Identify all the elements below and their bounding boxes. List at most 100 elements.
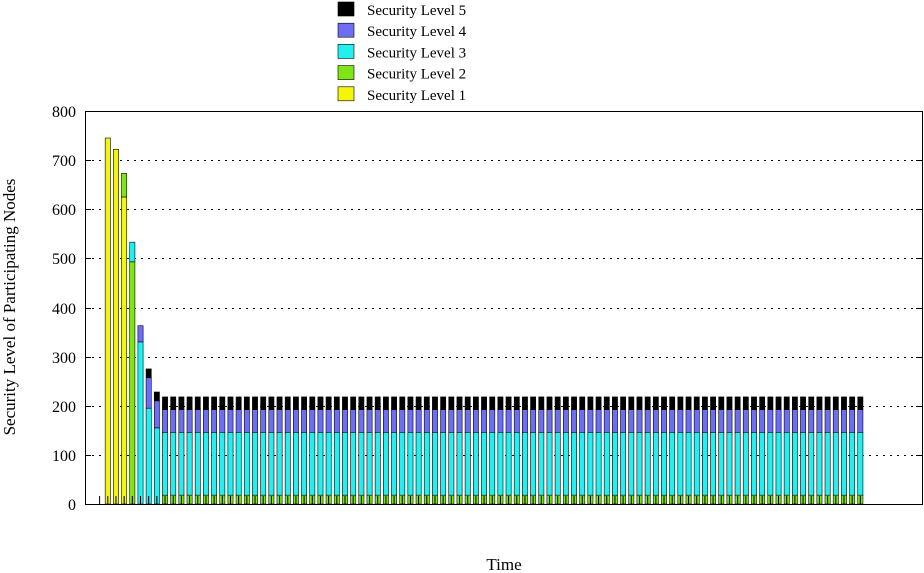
bar-segment-level-3	[562, 431, 569, 496]
bar-segment-level-5	[513, 396, 520, 410]
bar-stack	[440, 396, 447, 505]
bar-stack	[726, 396, 733, 505]
bar-stack	[309, 396, 316, 505]
bar-segment-level-3	[685, 431, 692, 496]
bar-segment-level-4	[219, 409, 226, 433]
bar-segment-level-4	[456, 409, 463, 433]
legend-label: Security Level 2	[367, 67, 466, 83]
bar-segment-level-4	[309, 409, 316, 433]
bar-stack	[522, 396, 528, 505]
bar-segment-level-4	[791, 409, 798, 433]
bar-segment-level-4	[808, 409, 815, 433]
bar-segment-level-3	[472, 431, 479, 496]
bar-stack	[579, 396, 586, 505]
bar-segment-level-3	[325, 431, 332, 496]
bar-segment-level-5	[636, 396, 643, 410]
bar-stacks	[104, 137, 864, 505]
bar-segment-level-4	[816, 409, 823, 433]
bar-segment-level-5	[702, 396, 708, 410]
bar-segment-level-5	[440, 396, 447, 410]
bar-segment-level-3	[374, 431, 381, 496]
y-tick-label: 0	[68, 497, 76, 514]
bar-segment-level-4	[440, 409, 447, 433]
bar-segment-level-5	[456, 396, 463, 410]
bar-segment-level-3	[783, 431, 790, 496]
bar-stack	[104, 137, 111, 505]
bar-segment-level-3	[628, 431, 635, 496]
bar-segment-level-4	[693, 409, 700, 433]
bar-segment-level-3	[440, 431, 447, 496]
bar-stack	[832, 396, 839, 505]
bar-segment-level-4	[562, 409, 569, 433]
bar-segment-level-3	[268, 431, 275, 496]
bar-stack	[170, 396, 177, 505]
y-tick-label: 200	[52, 399, 76, 416]
bar-stack	[399, 396, 406, 505]
bar-segment-level-5	[317, 396, 324, 410]
bar-stack	[669, 396, 676, 505]
bar-segment-level-5	[301, 396, 307, 410]
bar-segment-level-3	[652, 431, 659, 496]
bar-stack	[235, 396, 242, 505]
bar-segment-level-5	[448, 396, 455, 410]
legend-swatch	[337, 1, 355, 17]
bar-segment-level-4	[620, 409, 627, 433]
bar-stack	[644, 396, 651, 505]
bar-segment-level-1	[121, 196, 128, 505]
bar-segment-level-3	[243, 431, 250, 496]
bar-segment-level-4	[685, 409, 692, 433]
bar-segment-level-1	[113, 149, 119, 505]
bar-segment-level-4	[800, 409, 806, 433]
bar-segment-level-3	[252, 431, 258, 496]
bar-stack	[325, 396, 332, 505]
bar-segment-level-4	[783, 409, 790, 433]
bar-segment-level-4	[137, 325, 144, 343]
bar-segment-level-5	[685, 396, 692, 410]
bar-segment-level-5	[612, 396, 618, 410]
bar-segment-level-3	[808, 431, 815, 496]
bar-segment-level-5	[661, 396, 667, 410]
bar-segment-level-5	[849, 396, 856, 410]
bar-segment-level-5	[472, 396, 479, 410]
bar-segment-level-4	[595, 409, 602, 433]
bar-stack	[718, 396, 725, 505]
bar-segment-level-3	[849, 431, 856, 496]
bar-stack	[268, 396, 275, 505]
bar-stack	[849, 396, 856, 505]
bar-stack	[751, 396, 757, 505]
legend-label: Security Level 4	[367, 24, 467, 40]
bar-segment-level-4	[767, 409, 774, 433]
bar-segment-level-5	[693, 396, 700, 410]
bar-segment-level-5	[153, 391, 160, 402]
bar-segment-level-3	[579, 431, 586, 496]
bar-segment-level-4	[587, 409, 594, 433]
bar-segment-level-5	[243, 396, 250, 410]
bar-stack	[382, 396, 389, 505]
bar-stack	[652, 396, 659, 505]
bar-segment-level-5	[808, 396, 815, 410]
bar-segment-level-5	[603, 396, 610, 410]
bar-segment-level-3	[554, 431, 561, 496]
bar-segment-level-3	[734, 431, 741, 496]
bar-segment-level-3	[284, 431, 291, 496]
bar-segment-level-4	[677, 409, 684, 433]
bar-segment-level-4	[284, 409, 291, 433]
bar-segment-level-3	[162, 431, 168, 496]
bar-segment-level-5	[374, 396, 381, 410]
bar-stack	[423, 396, 430, 505]
bar-stack	[530, 396, 537, 505]
bar-segment-level-3	[407, 431, 414, 496]
bar-segment-level-5	[391, 396, 397, 410]
bar-segment-level-5	[546, 396, 553, 410]
bar-segment-level-4	[423, 409, 430, 433]
bar-stack	[767, 396, 774, 505]
bar-segment-level-3	[857, 431, 864, 496]
bar-segment-level-5	[824, 396, 831, 410]
bar-segment-level-3	[432, 431, 438, 496]
bar-segment-level-5	[857, 396, 864, 410]
bar-stack	[702, 396, 708, 505]
bar-stack	[374, 396, 381, 505]
bar-segment-level-3	[382, 431, 389, 496]
bar-stack	[366, 396, 373, 505]
bar-segment-level-4	[832, 409, 839, 433]
